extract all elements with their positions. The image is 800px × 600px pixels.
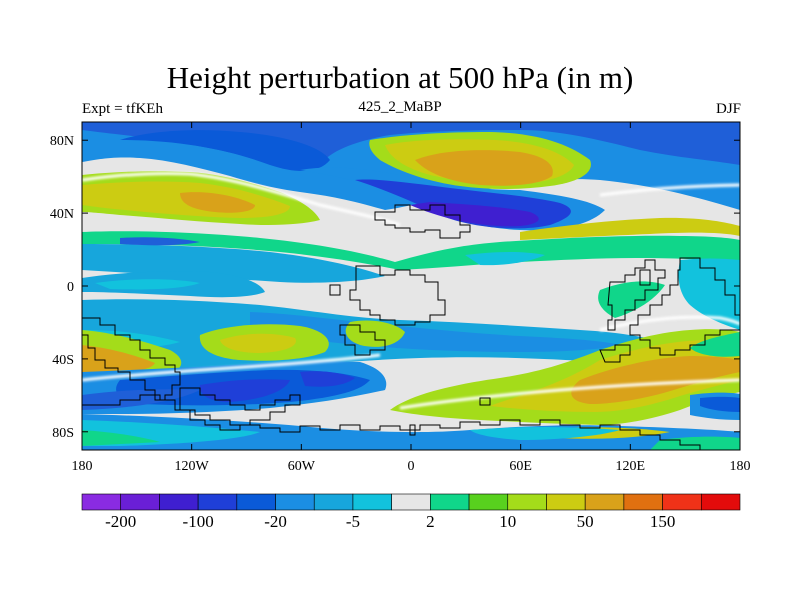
x-tick-label: 180 xyxy=(730,459,751,474)
colorbar-swatch xyxy=(507,493,547,511)
colorbar-swatch xyxy=(81,493,122,511)
colorbar-label: -100 xyxy=(183,512,214,531)
case-label: 425_2_MaBP xyxy=(358,99,442,115)
colorbar-label: -5 xyxy=(346,512,360,531)
x-tick-label: 120E xyxy=(616,459,646,474)
colorbar-swatch xyxy=(352,493,392,511)
colorbar-swatch xyxy=(700,493,741,511)
land-outlines xyxy=(82,204,740,450)
colorbar-swatch xyxy=(275,493,315,511)
colorbar-swatch xyxy=(546,493,586,511)
y-tick-label: 40N xyxy=(50,207,74,222)
colorbar-swatch xyxy=(391,493,431,511)
y-tick-label: 40S xyxy=(52,353,74,368)
x-tick-label: 180 xyxy=(72,459,93,474)
colorbar-label: 10 xyxy=(499,512,516,531)
y-tick-label: 80N xyxy=(50,134,74,149)
contour-field xyxy=(82,122,740,450)
colorbar-label: -200 xyxy=(105,512,136,531)
x-axis: 180 120W 60W 0 60E 120E 180 xyxy=(72,122,751,474)
colorbar-swatch xyxy=(430,493,470,511)
colorbar-swatch xyxy=(236,493,276,511)
colorbar-swatch xyxy=(584,493,625,511)
colorbar-label: 2 xyxy=(426,512,435,531)
colorbar: -200 -100 -20 -5 2 10 50 150 xyxy=(81,493,741,531)
colorbar-label: 150 xyxy=(650,512,676,531)
y-tick-label: 0 xyxy=(67,280,74,295)
colorbar-swatch xyxy=(468,493,509,511)
x-tick-label: 0 xyxy=(408,459,415,474)
experiment-label: Expt = tfKEh xyxy=(82,101,163,117)
y-tick-label: 80S xyxy=(52,426,74,441)
colorbar-label: 50 xyxy=(577,512,594,531)
y-axis: 80N 40N 0 40S 80S xyxy=(50,134,740,441)
colorbar-label: -20 xyxy=(264,512,287,531)
x-tick-label: 60W xyxy=(288,459,316,474)
season-label: DJF xyxy=(715,101,741,117)
colorbar-swatch xyxy=(662,493,702,511)
colorbar-swatch xyxy=(197,493,238,511)
colorbar-swatch xyxy=(313,493,354,511)
chart-title: Height perturbation at 500 hPa (in m) xyxy=(166,60,634,95)
colorbar-swatch xyxy=(159,493,199,511)
colorbar-swatch xyxy=(623,493,663,511)
x-tick-label: 60E xyxy=(509,459,532,474)
x-tick-label: 120W xyxy=(175,459,210,474)
colorbar-swatch xyxy=(120,493,160,511)
